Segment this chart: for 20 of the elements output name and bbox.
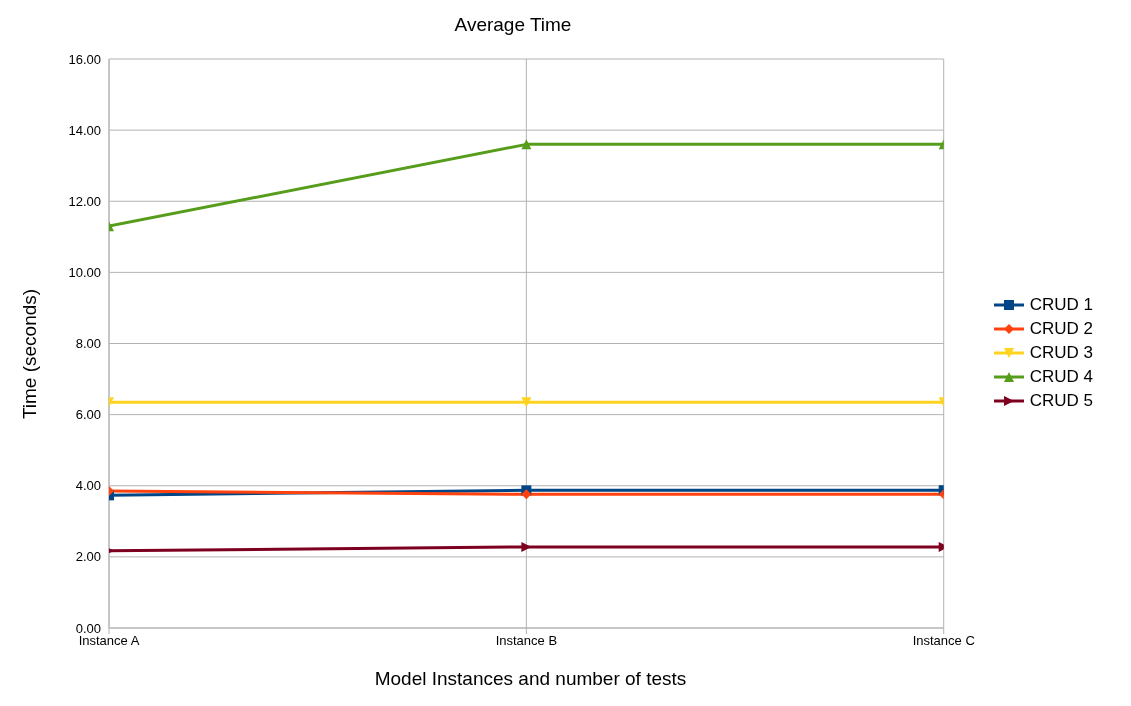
- x-tick-label: Instance C: [912, 633, 975, 649]
- legend-label: CRUD 3: [1029, 343, 1093, 363]
- y-tick-label: 10.00: [68, 264, 101, 280]
- y-tick-label: 16.00: [68, 51, 101, 67]
- legend-label: CRUD 4: [1029, 367, 1093, 387]
- y-tick-label: 2.00: [75, 549, 101, 565]
- x-tick-label: Instance B: [495, 633, 558, 649]
- x-tick-label: Instance A: [78, 633, 140, 649]
- legend-label: CRUD 1: [1029, 295, 1093, 315]
- y-tick-label: 12.00: [68, 193, 101, 209]
- chart-title: Average Time: [453, 14, 573, 36]
- y-tick-label: 4.00: [75, 478, 101, 494]
- legend-label: CRUD 5: [1029, 391, 1093, 411]
- y-axis-title: Time (seconds): [19, 288, 41, 420]
- y-tick-label: 8.00: [75, 336, 101, 352]
- legend-label: CRUD 2: [1029, 319, 1093, 339]
- y-tick-label: 14.00: [68, 122, 101, 138]
- x-axis-title: Model Instances and number of tests: [373, 668, 688, 690]
- y-tick-label: 6.00: [75, 407, 101, 423]
- y-tick-label: 0.00: [75, 620, 101, 636]
